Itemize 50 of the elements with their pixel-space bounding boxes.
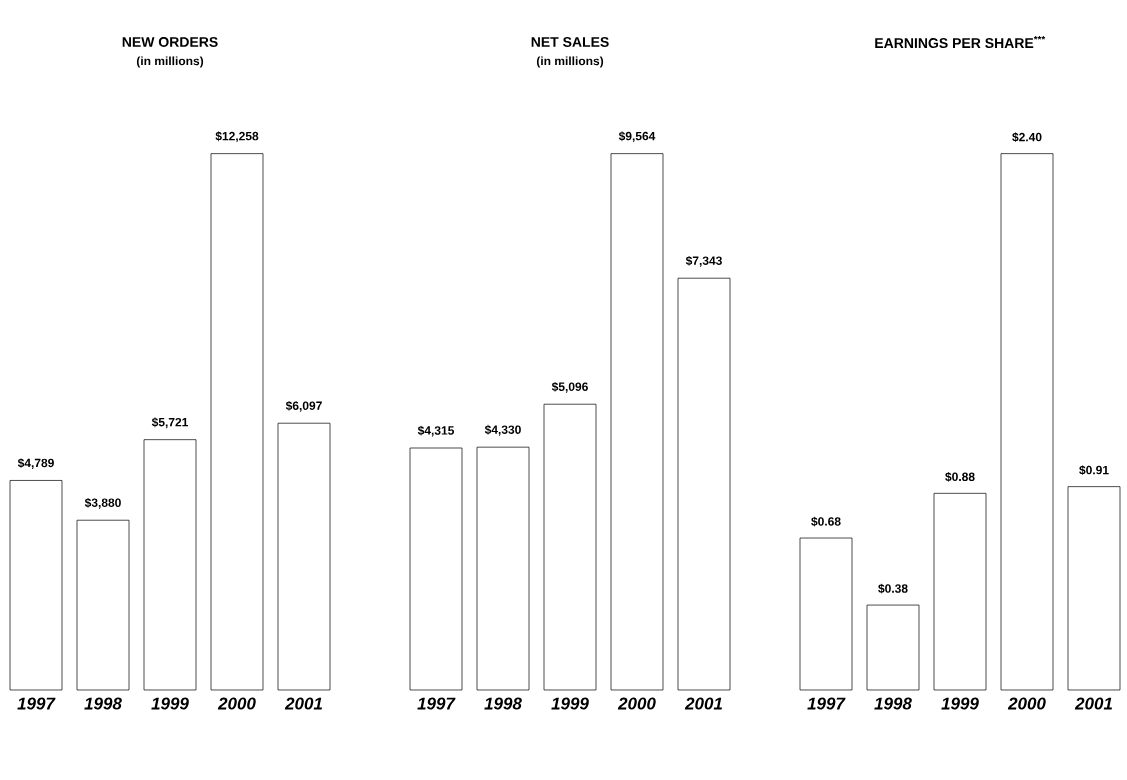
- data-label: $6,097: [285, 400, 322, 412]
- data-label: $2.40: [1012, 132, 1042, 143]
- data-label: $5,096: [551, 381, 588, 393]
- bar: [9, 480, 63, 691]
- bar: [143, 439, 197, 691]
- bar: [610, 153, 664, 691]
- bar: [799, 537, 853, 691]
- chart-subtitle: (in millions): [536, 56, 604, 68]
- chart-subtitle: (in millions): [136, 56, 204, 68]
- x-tick-label: 2001: [684, 697, 722, 710]
- x-tick-label: 2001: [1074, 697, 1112, 710]
- x-tick-label: 1998: [84, 697, 122, 710]
- bar: [210, 153, 264, 691]
- data-label: $0.38: [878, 583, 908, 594]
- x-tick-label: 1998: [874, 697, 912, 710]
- data-label: $0.91: [1079, 465, 1109, 476]
- x-tick-label: 2000: [617, 697, 656, 710]
- bar: [1067, 486, 1121, 691]
- bar: [543, 403, 597, 691]
- data-label: $0.68: [811, 516, 841, 527]
- x-tick-label: 1997: [17, 697, 56, 710]
- bar: [866, 604, 920, 691]
- x-tick-label: 2000: [1007, 697, 1046, 710]
- x-tick-label: 2000: [217, 697, 256, 710]
- bar: [476, 446, 530, 691]
- data-label: $7,343: [685, 255, 722, 267]
- data-label: $4,330: [484, 424, 521, 436]
- x-tick-label: 1998: [484, 697, 522, 710]
- bar: [933, 492, 987, 691]
- x-tick-label: 2001: [284, 697, 322, 710]
- data-label: $5,721: [151, 417, 189, 429]
- chart-title: EARNINGS PER SHARE$^{***}$: [875, 35, 1046, 49]
- x-tick-label: 1997: [417, 697, 456, 710]
- bar: [677, 277, 731, 691]
- chart-title: NET SALES: [531, 37, 609, 47]
- bar: [277, 422, 331, 691]
- bar: [76, 519, 130, 691]
- x-tick-label: 1999: [151, 697, 189, 710]
- data-label: $4,315: [417, 425, 455, 437]
- data-label: $3,880: [84, 497, 121, 509]
- data-label: $0.88: [945, 472, 975, 482]
- bar: [1000, 153, 1054, 691]
- bar: [409, 447, 463, 691]
- chart-title: NEW ORDERS: [122, 37, 218, 47]
- data-label: $9,564: [618, 131, 656, 143]
- x-tick-label: 1999: [941, 697, 979, 710]
- x-tick-label: 1999: [551, 697, 589, 710]
- data-label: $4,789: [17, 458, 54, 469]
- x-tick-label: 1997: [807, 697, 846, 710]
- data-label: $12,258: [215, 131, 259, 143]
